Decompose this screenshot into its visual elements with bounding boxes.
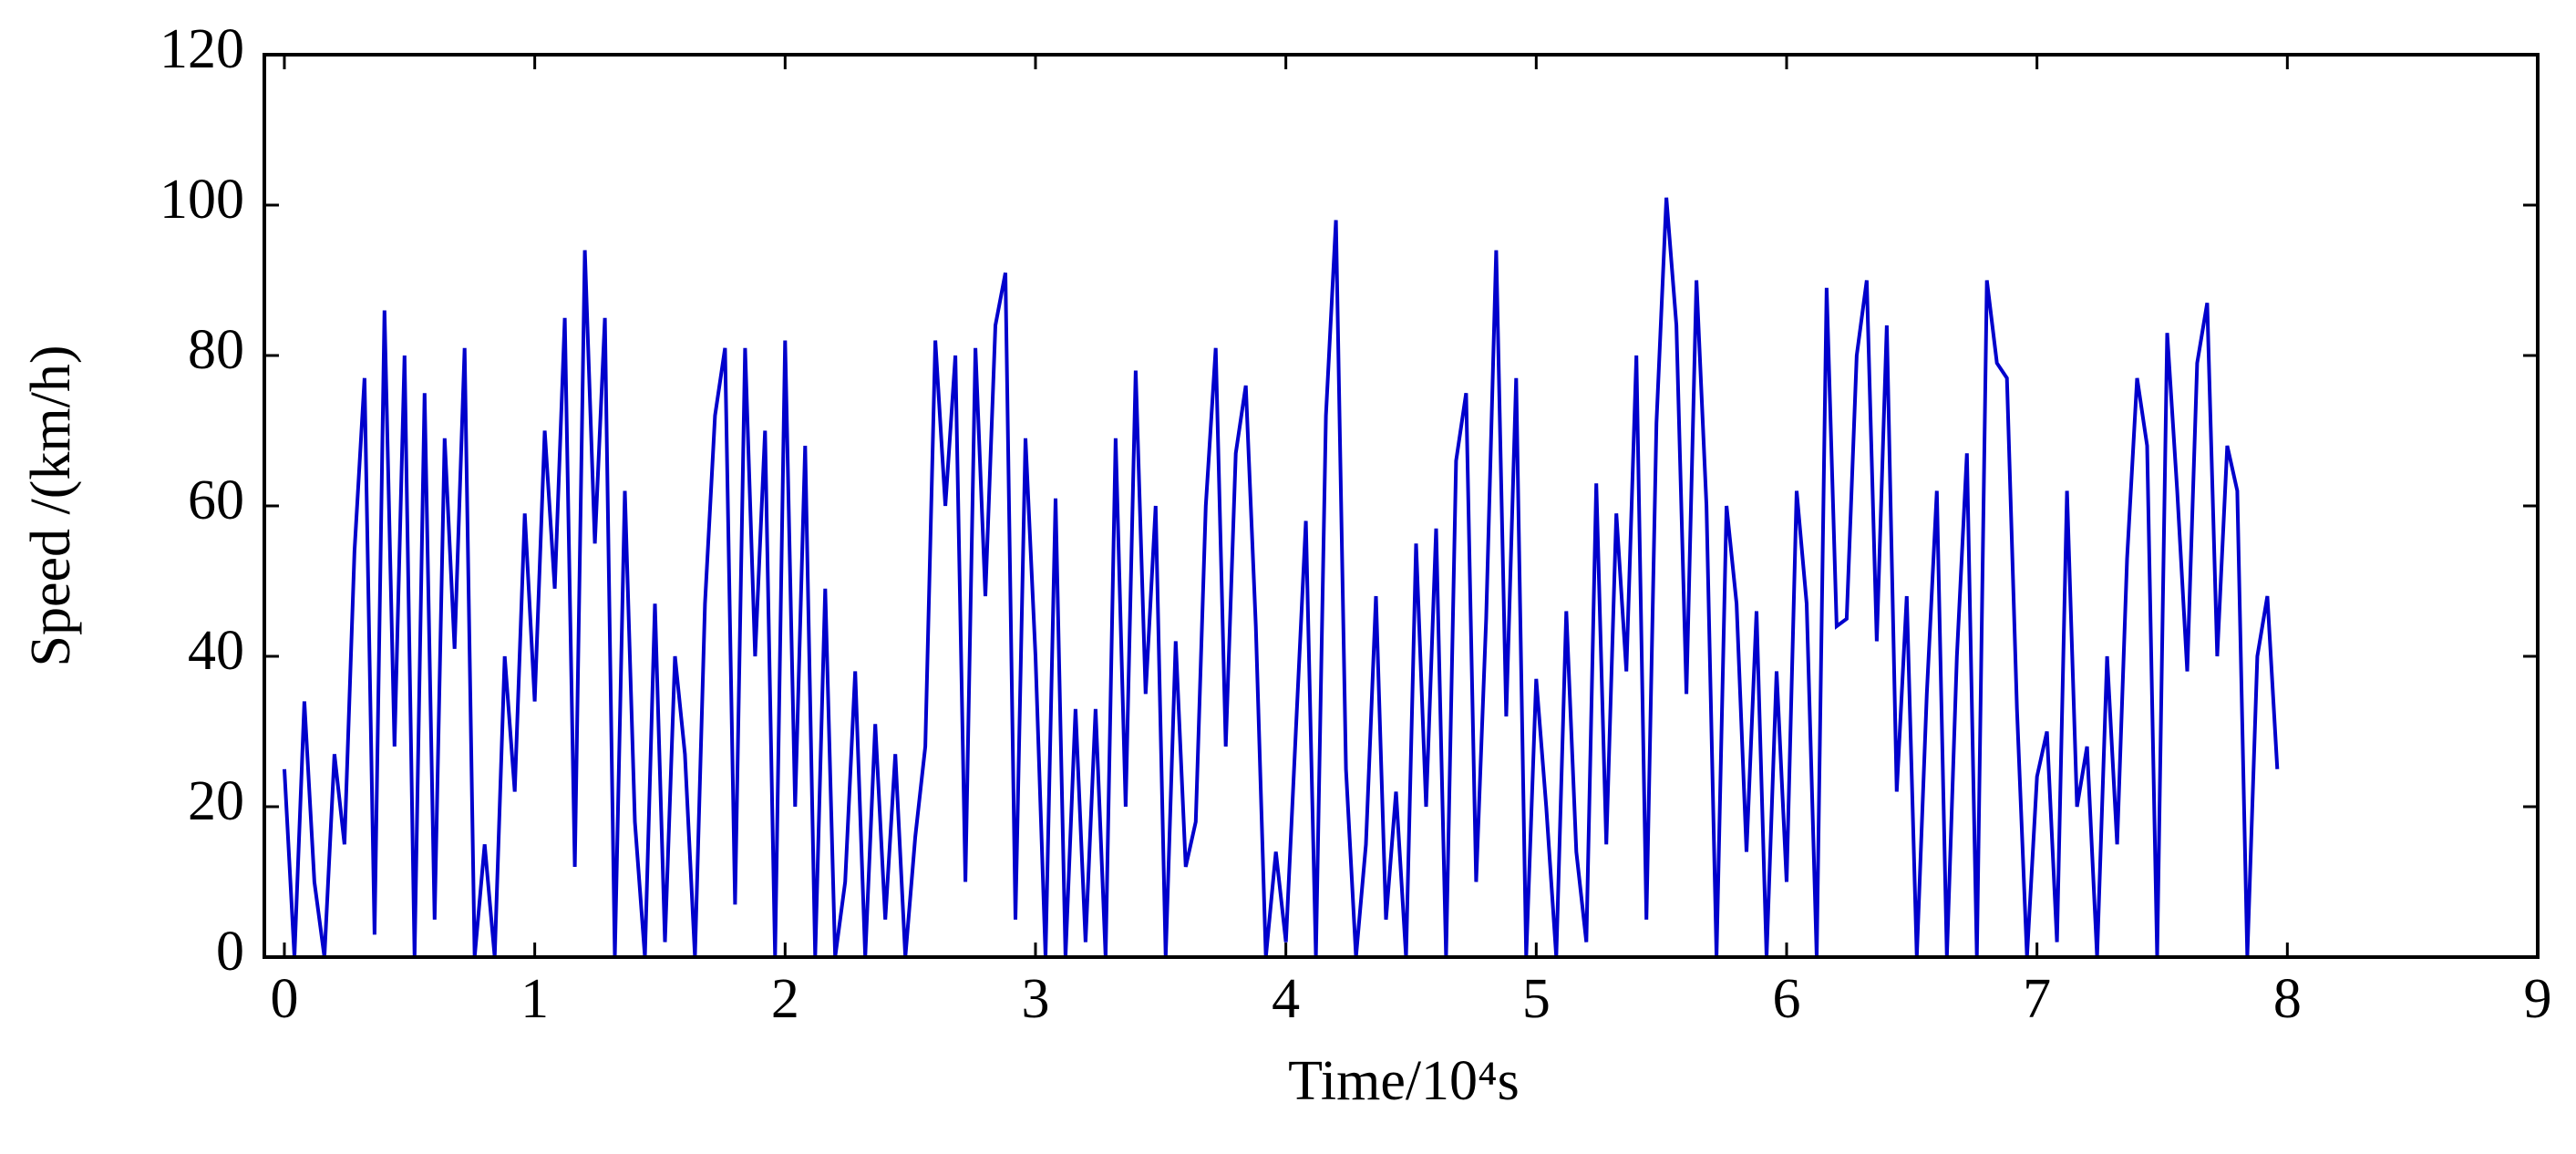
y-tick-label: 60 (188, 469, 244, 531)
y-tick-label: 80 (188, 319, 244, 381)
x-tick-label: 6 (1772, 968, 1800, 1030)
x-tick-label: 5 (1522, 968, 1551, 1030)
x-tick-label: 2 (771, 968, 799, 1030)
x-tick-label: 4 (1272, 968, 1300, 1030)
y-tick-label: 0 (216, 921, 244, 983)
y-tick-label: 120 (160, 18, 244, 80)
y-tick-label: 100 (160, 169, 244, 231)
x-tick-label: 7 (2023, 968, 2051, 1030)
speed-line (283, 197, 2280, 958)
x-axis-label: Time/10⁴s (1288, 1050, 1520, 1112)
x-tick-label: 3 (1021, 968, 1049, 1030)
y-tick-label: 40 (188, 620, 244, 682)
plot-frame (263, 53, 2540, 959)
x-tick-label: 8 (2273, 968, 2302, 1030)
x-tick-label: 1 (520, 968, 549, 1030)
x-tick-label: 0 (270, 968, 298, 1030)
y-axis-label: Speed /(km/h) (20, 345, 82, 667)
x-tick-label: 9 (2524, 968, 2552, 1030)
y-tick-label: 20 (188, 770, 244, 832)
